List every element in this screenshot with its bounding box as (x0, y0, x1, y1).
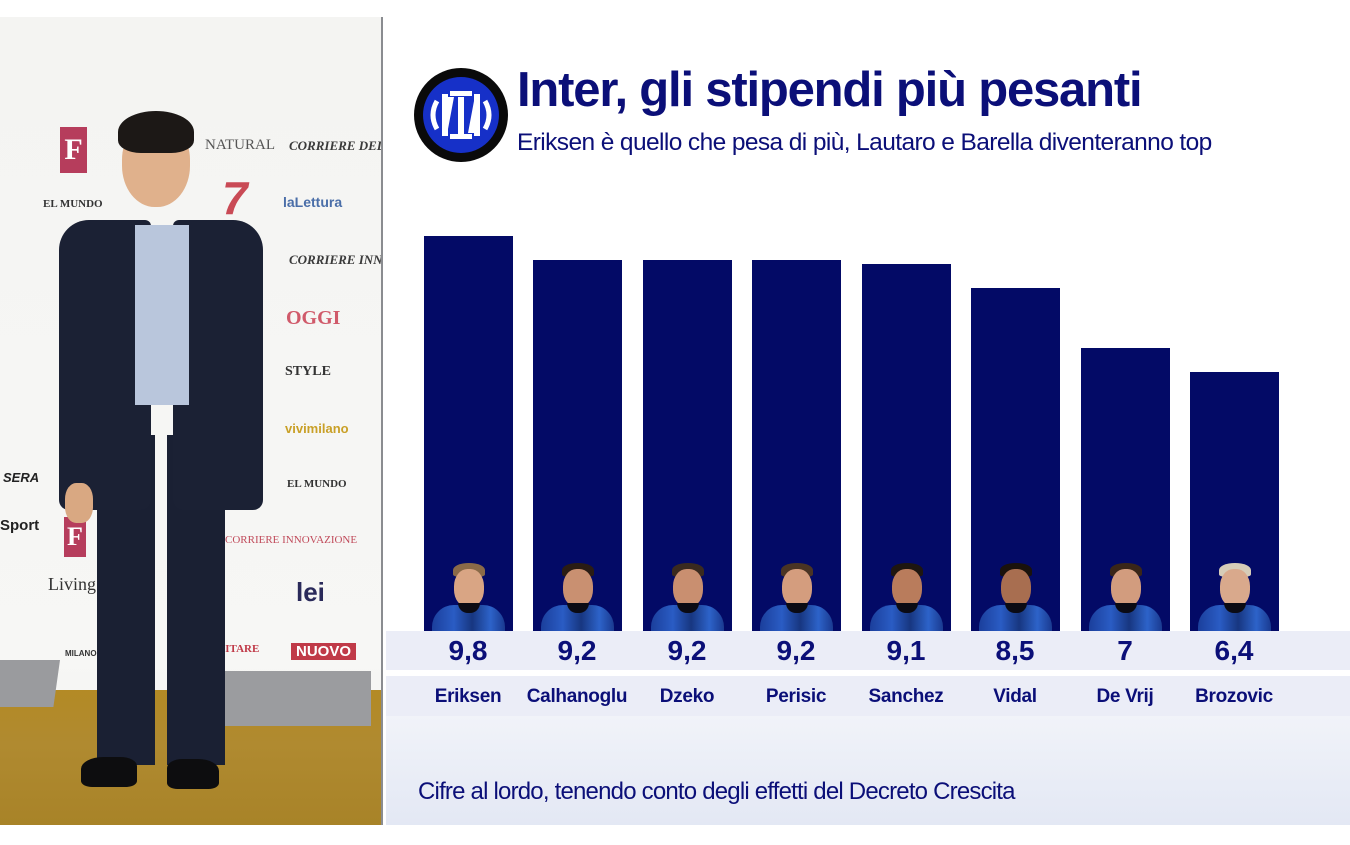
value-label: 8,5 (995, 635, 1035, 666)
wall-logo: F (64, 517, 86, 557)
player-face-icon (562, 569, 593, 607)
player-name: De Vrij (1096, 686, 1154, 707)
wall-logo: CORRIERE INNOVAZIONE (289, 252, 383, 267)
values-strip (386, 631, 1350, 670)
bar-eriksen (424, 236, 513, 631)
bar-vidal (971, 288, 1060, 631)
player-face-icon (672, 569, 703, 607)
wall-logo: Sport (0, 517, 40, 534)
player-face-icon (1110, 569, 1141, 607)
wall-logo: EL MUNDO (287, 478, 347, 490)
names-strip (386, 676, 1350, 716)
player-name: Brozovic (1195, 686, 1273, 707)
inter-crest-icon (414, 68, 508, 162)
footnote-text: Cifre al lordo, tenendo conto degli effe… (418, 778, 1016, 805)
bar-brozovic (1190, 372, 1279, 631)
wall-logo: NUOVO (291, 643, 357, 660)
wall-logo: CORRIERE DEL (289, 138, 383, 153)
wall-logo: SERA (3, 470, 40, 485)
press-photo: F NATURAL CORRIERE DEL EL MUNDO 7 laLett… (0, 17, 383, 825)
value-label: 9,1 (886, 635, 926, 666)
salary-infographic: Inter, gli stipendi più pesanti Eriksen … (386, 0, 1350, 845)
wall-logo: Living (48, 574, 96, 594)
player-face-icon (781, 569, 812, 607)
bar-dzeko (643, 260, 732, 631)
player-face-icon (453, 569, 484, 607)
player-name: Vidal (993, 686, 1037, 707)
wall-logo: OGGI (286, 307, 341, 329)
wall-logo: CORRIERE INNOVAZIONE (225, 534, 358, 546)
value-label: 9,2 (557, 635, 597, 666)
player-face-icon (1000, 569, 1031, 607)
wall-logo: F (60, 127, 87, 173)
person-figure (55, 105, 265, 805)
bar-perisic (752, 260, 841, 631)
player-name: Sanchez (868, 686, 944, 707)
wall-logo: vivimilano (285, 421, 349, 436)
value-label: 7 (1117, 635, 1133, 666)
player-name: Eriksen (434, 686, 502, 707)
value-label: 9,8 (448, 635, 488, 666)
wall-logo: MILANO (65, 649, 97, 658)
photo-step (205, 671, 371, 726)
wall-logo: 7 (222, 172, 248, 224)
chart-subtitle: Eriksen è quello che pesa di più, Lautar… (517, 129, 1212, 156)
wall-logo: laLettura (283, 194, 343, 210)
player-face-icon (891, 569, 922, 607)
value-label: 6,4 (1214, 635, 1254, 666)
wall-logo: EL MUNDO (43, 198, 103, 210)
footnote-panel: Cifre al lordo, tenendo conto degli effe… (386, 716, 1350, 825)
player-name: Dzeko (659, 686, 715, 707)
player-face-icon (1219, 569, 1250, 607)
chart-title: Inter, gli stipendi più pesanti (517, 63, 1143, 117)
bar-de-vrij (1081, 348, 1170, 631)
photo-step (0, 660, 61, 707)
value-label: 9,2 (776, 635, 816, 666)
value-label: 9,2 (667, 635, 707, 666)
wall-logo: STYLE (285, 364, 331, 379)
wall-logo: NATURAL (205, 137, 275, 153)
bar-calhanoglu (533, 260, 622, 631)
player-name: Calhanoglu (526, 686, 628, 707)
player-name: Perisic (765, 686, 827, 707)
wall-logo: lei (296, 577, 325, 607)
bar-sanchez (862, 264, 951, 631)
